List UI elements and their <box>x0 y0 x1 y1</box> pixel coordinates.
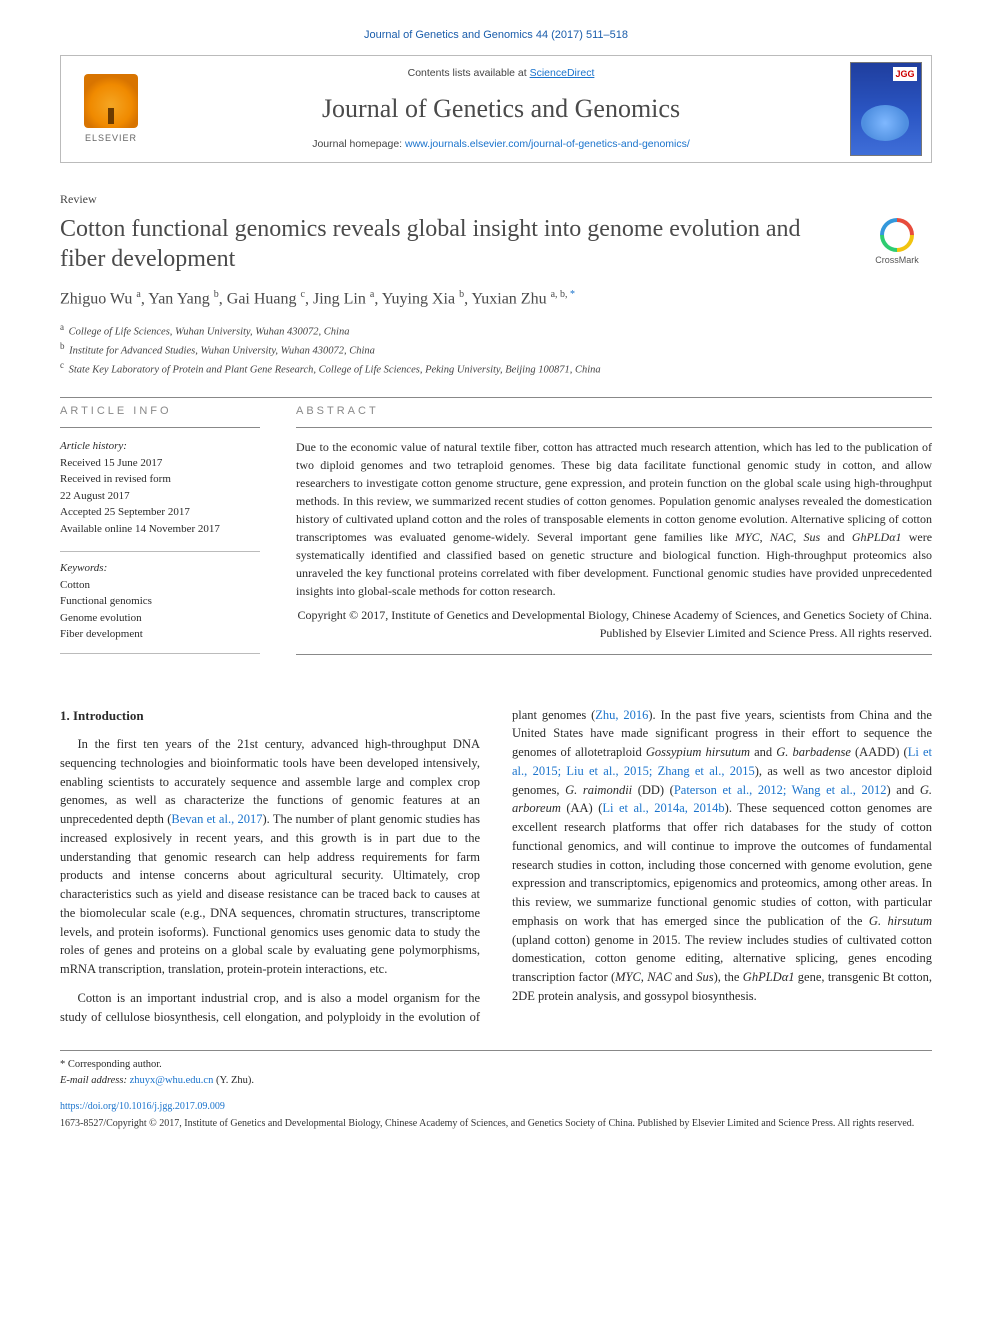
keyword: Functional genomics <box>60 593 260 610</box>
article-title: Cotton functional genomics reveals globa… <box>60 214 846 274</box>
keywords-label: Keywords: <box>60 560 260 577</box>
history-line: Received 15 June 2017 <box>60 455 260 472</box>
publisher-logo-cell: ELSEVIER <box>61 56 161 162</box>
affiliation-a: a College of Life Sciences, Wuhan Univer… <box>60 321 932 340</box>
keyword: Fiber development <box>60 626 260 643</box>
cover-cell: JGG <box>841 56 931 162</box>
history-line: Received in revised form <box>60 471 260 488</box>
issn-copyright-line: 1673-8527/Copyright © 2017, Institute of… <box>60 1116 932 1131</box>
abstract-text: Due to the economic value of natural tex… <box>296 438 932 600</box>
abstract-column: abstract Due to the economic value of na… <box>296 404 932 662</box>
abstract-copyright: Copyright © 2017, Institute of Genetics … <box>296 606 932 642</box>
journal-reference: Journal of Genetics and Genomics 44 (201… <box>60 28 932 43</box>
abstract-heading: abstract <box>296 404 932 419</box>
intro-paragraph-1: In the first ten years of the 21st centu… <box>60 735 480 979</box>
contents-list-line: Contents lists available at ScienceDirec… <box>173 66 829 81</box>
corresponding-email-link[interactable]: zhuyx@whu.edu.cn <box>130 1075 214 1086</box>
article-info-column: article info Article history: Received 1… <box>60 404 260 662</box>
history-line: Accepted 25 September 2017 <box>60 504 260 521</box>
corresponding-name: (Y. Zhu). <box>216 1075 254 1086</box>
contents-prefix: Contents lists available at <box>408 67 530 79</box>
journal-cover-thumbnail[interactable]: JGG <box>850 62 922 156</box>
elsevier-logo[interactable]: ELSEVIER <box>75 69 147 149</box>
keyword: Genome evolution <box>60 610 260 627</box>
elsevier-wordmark: ELSEVIER <box>85 132 137 145</box>
banner-center: Contents lists available at ScienceDirec… <box>161 56 841 162</box>
crossmark-widget[interactable]: CrossMark <box>862 218 932 267</box>
cover-badge: JGG <box>893 67 917 81</box>
author-list: Zhiguo Wu a, Yan Yang b, Gai Huang c, Ji… <box>60 288 932 311</box>
journal-name: Journal of Genetics and Genomics <box>173 91 829 127</box>
article-type: Review <box>60 191 932 208</box>
page-footer: * Corresponding author. E-mail address: … <box>60 1050 932 1131</box>
history-label: Article history: <box>60 438 260 455</box>
history-line: 22 August 2017 <box>60 488 260 505</box>
article-info-heading: article info <box>60 404 260 419</box>
crossmark-label: CrossMark <box>875 255 919 265</box>
keyword: Cotton <box>60 577 260 594</box>
crossmark-icon <box>880 218 914 252</box>
affiliation-b: b Institute for Advanced Studies, Wuhan … <box>60 340 932 359</box>
history-line: Available online 14 November 2017 <box>60 521 260 538</box>
affiliations: a College of Life Sciences, Wuhan Univer… <box>60 321 932 379</box>
journal-homepage-link[interactable]: www.journals.elsevier.com/journal-of-gen… <box>405 138 690 150</box>
body-two-column: 1. Introduction In the first ten years o… <box>60 706 932 1027</box>
journal-banner: ELSEVIER Contents lists available at Sci… <box>60 55 932 163</box>
journal-homepage-line: Journal homepage: www.journals.elsevier.… <box>173 137 829 152</box>
corresponding-author-block: * Corresponding author. E-mail address: … <box>60 1057 932 1089</box>
homepage-prefix: Journal homepage: <box>312 138 405 150</box>
keywords-block: Keywords: Cotton Functional genomics Gen… <box>60 560 260 643</box>
email-label: E-mail address: <box>60 1075 127 1086</box>
elsevier-tree-icon <box>84 74 138 128</box>
doi-link[interactable]: https://doi.org/10.1016/j.jgg.2017.09.00… <box>60 1101 225 1112</box>
section-heading-introduction: 1. Introduction <box>60 706 480 726</box>
article-history: Article history: Received 15 June 2017 R… <box>60 438 260 537</box>
affiliation-c: c State Key Laboratory of Protein and Pl… <box>60 359 932 378</box>
sciencedirect-link[interactable]: ScienceDirect <box>530 67 595 79</box>
corresponding-label: * Corresponding author. <box>60 1057 932 1073</box>
